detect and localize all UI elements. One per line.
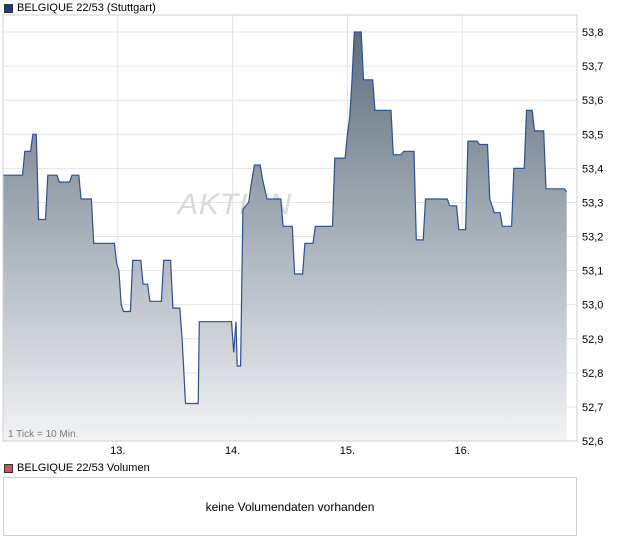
price-legend-label: BELGIQUE 22/53 (Stuttgart): [17, 2, 156, 14]
volume-legend-swatch: [4, 463, 13, 473]
volume-panel: keine Volumendaten vorhanden: [3, 477, 577, 536]
x-tick-label: 13.: [110, 445, 125, 457]
price-area: [3, 32, 567, 441]
volume-legend-label: BELGIQUE 22/53 Volumen: [17, 462, 150, 474]
volume-empty-message: keine Volumendaten vorhanden: [205, 500, 375, 514]
x-tick-label: 16.: [455, 445, 470, 457]
y-tick-label: 53,4: [582, 163, 603, 175]
price-legend-swatch: [4, 3, 13, 13]
y-tick-label: 52,6: [582, 436, 603, 448]
y-tick-label: 53,8: [582, 27, 603, 39]
price-chart: 53,8 53,7 53,6 53,5 53,4 53,3 53,2 53,1 53,0 52,9…: [2, 14, 603, 457]
y-tick-label: 53,5: [582, 129, 603, 141]
y-tick-label: 53,1: [582, 266, 603, 278]
plot-border: [2, 14, 578, 442]
y-tick-label: 53,3: [582, 197, 603, 209]
y-tick-label: 53,0: [582, 300, 603, 312]
price-legend: BELGIQUE 22/53 (Stuttgart): [4, 1, 156, 15]
tick-note: 1 Tick = 10 Min.: [8, 429, 78, 440]
x-tick-label: 15.: [340, 445, 355, 457]
price-line: [3, 31, 568, 405]
y-tick-label: 53,6: [582, 95, 603, 107]
y-tick-label: 52,8: [582, 368, 603, 380]
y-tick-label: 52,9: [582, 334, 603, 346]
volume-legend: BELGIQUE 22/53 Volumen: [4, 461, 150, 475]
y-tick-label: 53,2: [582, 232, 603, 244]
x-tick-label: 14.: [225, 445, 240, 457]
y-tick-label: 52,7: [582, 402, 603, 414]
y-tick-label: 53,7: [582, 61, 603, 73]
